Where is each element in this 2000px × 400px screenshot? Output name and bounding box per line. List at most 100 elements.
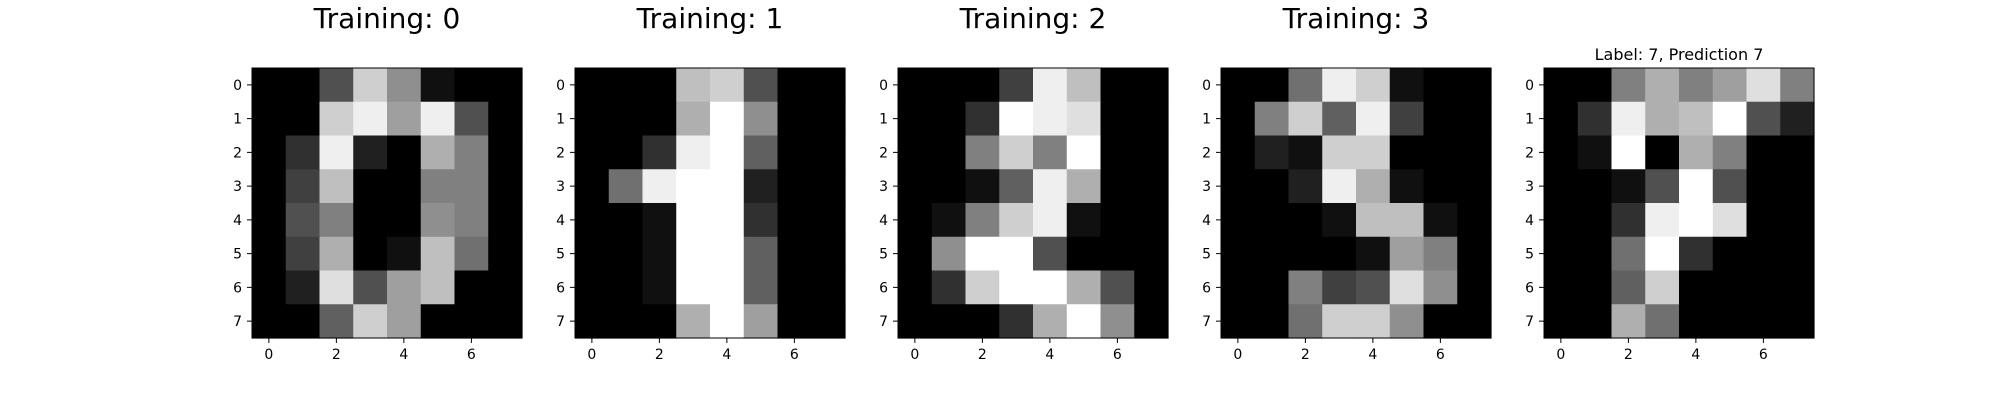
pixel-cell <box>353 169 388 204</box>
pixel-cell <box>1746 270 1781 305</box>
pixel-cell <box>965 101 1000 137</box>
pixel-cell <box>285 270 321 305</box>
pixel-cell <box>1033 270 1068 305</box>
pixel-cell <box>1577 135 1613 170</box>
pixel-cell <box>387 135 422 170</box>
pixel-cell <box>575 236 610 272</box>
pixel-cell <box>1322 203 1357 238</box>
y-tick-label: 6 <box>556 280 565 296</box>
pixel-cell <box>1780 236 1815 272</box>
pixel-cell <box>1221 68 1256 103</box>
pixel-cell <box>1288 135 1323 170</box>
y-tick-label: 4 <box>233 213 242 229</box>
pixel-cell <box>1100 101 1135 137</box>
pixel-cell <box>1746 169 1781 204</box>
pixel-cell <box>1033 101 1068 137</box>
y-tick-label: 5 <box>233 247 242 263</box>
x-tick-label: 0 <box>1233 347 1242 363</box>
axes-frame <box>1543 67 1815 339</box>
pixel-cell <box>1134 169 1169 204</box>
y-tick-label: 4 <box>879 213 888 229</box>
pixel-cell <box>1254 270 1290 305</box>
y-tick-label: 1 <box>879 112 888 128</box>
pixel-cell <box>1356 203 1391 238</box>
pixel-cell <box>1544 101 1579 137</box>
pixel-cell <box>931 270 967 305</box>
pixel-cell <box>777 135 812 170</box>
pixel-cell <box>420 68 456 103</box>
pixel-cell <box>1254 68 1290 103</box>
pixel-cell <box>353 270 388 305</box>
x-tick-label: 0 <box>910 347 919 363</box>
pixel-cell <box>1033 169 1068 204</box>
pixel-cell <box>420 236 456 272</box>
pixel-cell <box>1066 270 1102 305</box>
pixel-cell <box>1254 135 1290 170</box>
pixel-cell <box>1221 270 1256 305</box>
pixel-cell <box>488 304 523 339</box>
pixel-cell <box>285 101 321 137</box>
pixel-cell <box>1288 270 1323 305</box>
pixel-cell <box>1423 270 1458 305</box>
pixel-cell <box>1288 68 1323 103</box>
y-tick-label: 6 <box>879 280 888 296</box>
pixel-cell <box>1033 203 1068 238</box>
pixel-cell <box>642 169 677 204</box>
pixel-cell <box>1577 270 1613 305</box>
pixel-cell <box>319 135 354 170</box>
pixel-cell <box>1100 169 1135 204</box>
y-tick-label: 3 <box>1202 179 1211 195</box>
pixel-cell <box>1645 236 1680 272</box>
pixel-cell <box>1780 270 1815 305</box>
pixel-cell <box>710 101 745 137</box>
pixel-cell <box>898 236 933 272</box>
pixel-cell <box>1066 101 1102 137</box>
pixel-cell <box>1221 203 1256 238</box>
pixel-cell <box>387 101 422 137</box>
pixel-cell <box>898 68 933 103</box>
pixel-cell <box>1423 203 1458 238</box>
y-tick-label: 1 <box>233 112 242 128</box>
y-tick-label: 0 <box>233 78 242 94</box>
pixel-cell <box>608 270 644 305</box>
pixel-cell <box>575 304 610 339</box>
pixel-cell <box>1033 236 1068 272</box>
pixel-cell <box>319 270 354 305</box>
y-tick-label: 3 <box>556 179 565 195</box>
y-tick-label: 7 <box>1525 314 1534 330</box>
pixel-cell <box>676 304 711 339</box>
x-tick-label: 6 <box>1759 347 1768 363</box>
pixel-cell <box>1679 135 1714 170</box>
y-tick-label: 2 <box>879 145 888 161</box>
x-tick-label: 2 <box>978 347 987 363</box>
pixel-cell <box>608 135 644 170</box>
pixel-cell <box>1288 236 1323 272</box>
pixel-cell <box>1712 169 1748 204</box>
pixel-cell <box>1356 270 1391 305</box>
pixel-cell <box>1712 101 1748 137</box>
pixel-cell <box>1457 270 1492 305</box>
pixel-cell <box>488 270 523 305</box>
pixel-cell <box>488 236 523 272</box>
pixel-cell <box>1356 169 1391 204</box>
pixel-cell <box>1712 236 1748 272</box>
pixel-cell <box>1712 135 1748 170</box>
pixel-cell <box>608 68 644 103</box>
y-tick-label: 7 <box>233 314 242 330</box>
pixel-cell <box>1288 101 1323 137</box>
pixel-cell <box>387 203 422 238</box>
pixel-cell <box>1134 203 1169 238</box>
pixel-cell <box>1254 304 1290 339</box>
pixel-cell <box>1544 270 1579 305</box>
pixel-cell <box>454 236 489 272</box>
panel-title: Training: 1 <box>636 2 784 35</box>
pixel-cell <box>1457 304 1492 339</box>
y-tick-label: 1 <box>1202 112 1211 128</box>
pixel-cell <box>420 203 456 238</box>
pixel-cell <box>488 135 523 170</box>
pixel-cell <box>999 68 1034 103</box>
pixel-cell <box>1457 68 1492 103</box>
pixel-cell <box>1066 169 1102 204</box>
pixel-cell <box>1066 68 1102 103</box>
y-tick-label: 0 <box>556 78 565 94</box>
